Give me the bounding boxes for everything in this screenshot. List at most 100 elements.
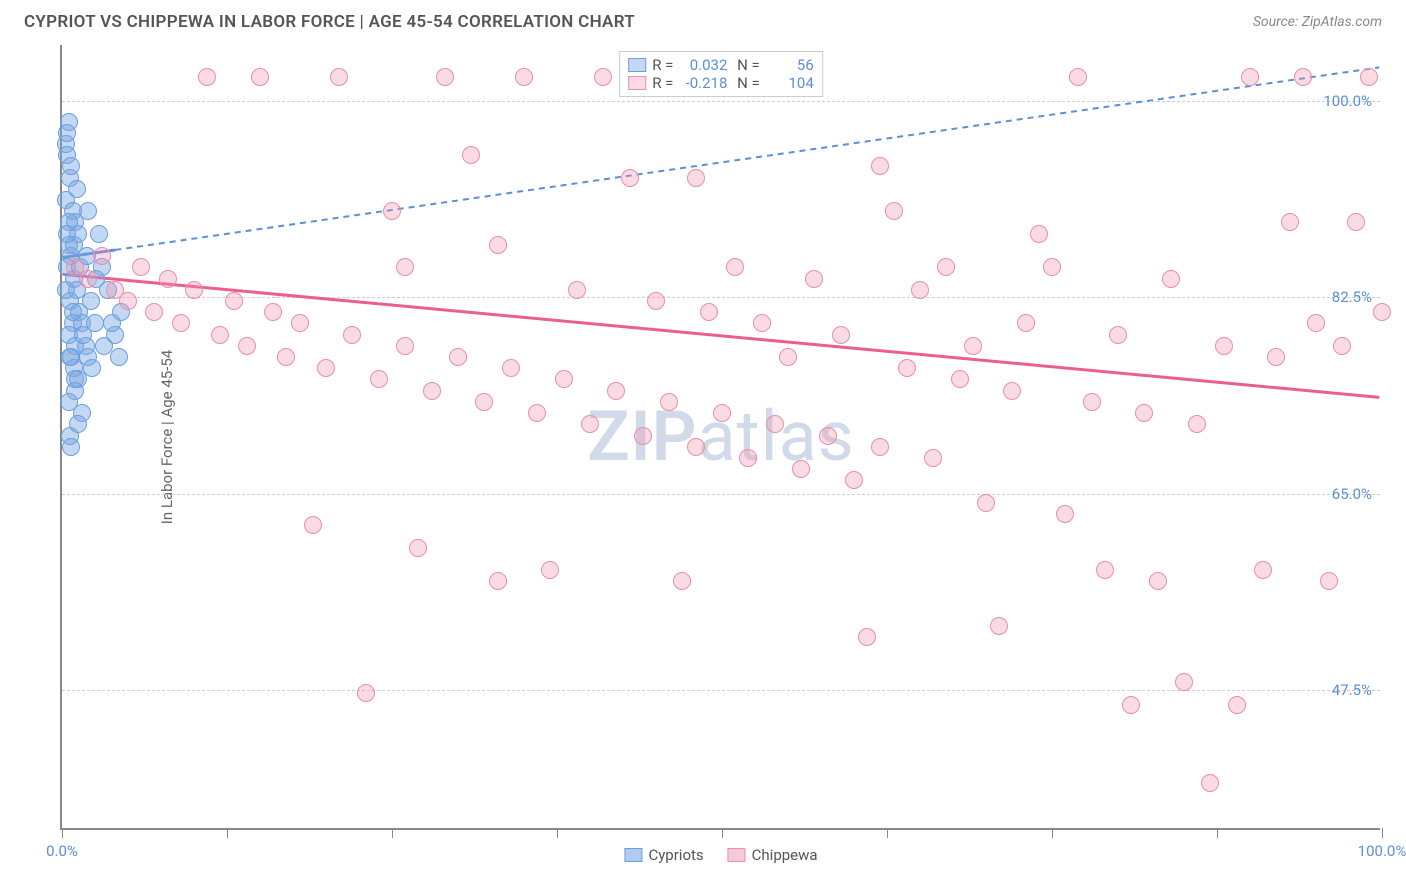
y-tick-label: 100.0% (1323, 92, 1372, 110)
y-tick-label: 82.5% (1332, 288, 1372, 306)
stats-row: R =0.032 N =56 (628, 56, 814, 74)
gridline (62, 494, 1380, 495)
data-point (1083, 393, 1101, 411)
stats-row: R =-0.218 N =104 (628, 74, 814, 92)
data-point (1360, 68, 1378, 86)
data-point (1017, 314, 1035, 332)
data-point (871, 157, 889, 175)
series-legend: CypriotsChippewa (624, 846, 817, 864)
data-point (687, 169, 705, 187)
data-point (753, 314, 771, 332)
x-tick (1217, 828, 1218, 838)
data-point (462, 146, 480, 164)
data-point (449, 348, 467, 366)
data-point (871, 438, 889, 456)
legend-swatch (728, 848, 746, 862)
data-point (370, 370, 388, 388)
data-point (568, 281, 586, 299)
data-point (951, 370, 969, 388)
data-point (396, 337, 414, 355)
data-point (159, 270, 177, 288)
data-point (211, 326, 229, 344)
data-point (225, 292, 243, 310)
data-point (805, 270, 823, 288)
data-point (69, 415, 87, 433)
data-point (60, 393, 78, 411)
data-point (673, 572, 691, 590)
data-point (1135, 404, 1153, 422)
data-point (1215, 337, 1233, 355)
data-point (687, 438, 705, 456)
data-point (713, 404, 731, 422)
gridline (62, 101, 1380, 102)
data-point (251, 68, 269, 86)
data-point (304, 516, 322, 534)
data-point (1096, 561, 1114, 579)
data-point (330, 68, 348, 86)
data-point (291, 314, 309, 332)
data-point (766, 415, 784, 433)
data-point (343, 326, 361, 344)
data-point (66, 370, 84, 388)
data-point (61, 348, 79, 366)
data-point (79, 270, 97, 288)
y-tick-label: 47.5% (1332, 681, 1372, 699)
legend-swatch (628, 58, 646, 72)
stat-label: N = (733, 74, 759, 92)
data-point (541, 561, 559, 579)
data-point (634, 427, 652, 445)
data-point (1069, 68, 1087, 86)
data-point (1175, 673, 1193, 691)
data-point (739, 449, 757, 467)
data-point (1320, 572, 1338, 590)
data-point (90, 225, 108, 243)
x-tick (722, 828, 723, 838)
data-point (264, 303, 282, 321)
data-point (1030, 225, 1048, 243)
data-point (1201, 774, 1219, 792)
source-label: Source: ZipAtlas.com (1253, 14, 1382, 30)
x-tick-label: 0.0% (46, 842, 78, 860)
data-point (858, 628, 876, 646)
data-point (1149, 572, 1167, 590)
data-point (1347, 213, 1365, 231)
data-point (1122, 696, 1140, 714)
data-point (621, 169, 639, 187)
data-point (1333, 337, 1351, 355)
legend-item: Cypriots (624, 846, 703, 864)
r-value: -0.218 (679, 74, 727, 92)
x-tick (1382, 828, 1383, 838)
x-tick (227, 828, 228, 838)
data-point (515, 68, 533, 86)
data-point (1043, 258, 1061, 276)
data-point (83, 359, 101, 377)
data-point (436, 68, 454, 86)
data-point (119, 292, 137, 310)
data-point (57, 281, 75, 299)
data-point (1241, 68, 1259, 86)
data-point (528, 404, 546, 422)
chart-title: CYPRIOT VS CHIPPEWA IN LABOR FORCE | AGE… (24, 12, 635, 32)
data-point (898, 359, 916, 377)
data-point (145, 303, 163, 321)
data-point (64, 303, 82, 321)
data-point (409, 539, 427, 557)
data-point (937, 258, 955, 276)
data-point (555, 370, 573, 388)
title-bar: CYPRIOT VS CHIPPEWA IN LABOR FORCE | AGE… (0, 0, 1406, 40)
data-point (1307, 314, 1325, 332)
data-point (1162, 270, 1180, 288)
x-tick (62, 828, 63, 838)
data-point (74, 326, 92, 344)
data-point (990, 617, 1008, 635)
x-tick (557, 828, 558, 838)
data-point (93, 247, 111, 265)
n-value: 56 (766, 56, 814, 74)
x-tick (887, 828, 888, 838)
data-point (647, 292, 665, 310)
data-point (475, 393, 493, 411)
data-point (1003, 382, 1021, 400)
data-point (964, 337, 982, 355)
data-point (1188, 415, 1206, 433)
data-point (58, 124, 76, 142)
